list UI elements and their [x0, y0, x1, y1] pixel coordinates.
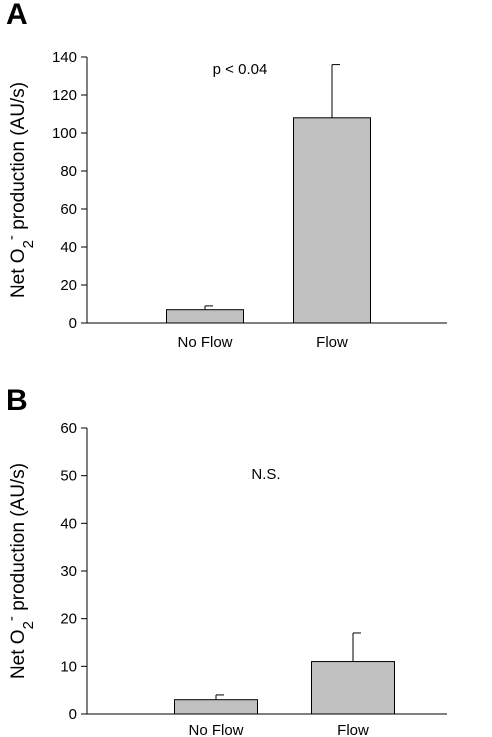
panel-a-label: A: [6, 0, 28, 31]
y-tick-label: 0: [69, 315, 77, 332]
panel-b-label: B: [6, 384, 28, 417]
chart-b-plot: 0 10 20 30 40 50 60 No Flow Flow N.S. Net O2- prod…: [3, 420, 447, 737]
y-tick-label: 20: [60, 277, 77, 294]
y-tick-label: 10: [60, 658, 77, 675]
y-tick-label: 30: [60, 563, 77, 580]
y-tick-label: 50: [60, 468, 77, 485]
x-category-label: Flow: [337, 722, 369, 737]
y-tick-label: 60: [60, 420, 77, 437]
y-tick-label: 60: [60, 201, 77, 218]
y-tick-label: 20: [60, 611, 77, 628]
y-axis-label: Net O2- production (AU/s): [3, 463, 37, 679]
y-tick-label: 0: [69, 706, 77, 723]
bar-no-flow: [174, 699, 258, 715]
y-tick-label: 140: [52, 49, 77, 66]
y-axis-label: Net O2- production (AU/s): [3, 82, 37, 298]
bar-flow: [293, 117, 371, 324]
significance-annotation: p < 0.04: [213, 61, 268, 78]
x-category-label: No Flow: [177, 334, 232, 351]
y-tick-label: 120: [52, 87, 77, 104]
significance-annotation: N.S.: [251, 466, 280, 483]
x-category-label: No Flow: [188, 722, 243, 737]
x-category-label: Flow: [316, 334, 348, 351]
y-tick-label: 100: [52, 125, 77, 142]
bar-flow: [311, 661, 395, 715]
y-tick-label: 80: [60, 163, 77, 180]
chart-a-plot: 0 20 40 60 80 100 120 140 No Flow Flow p < 0.04 Net…: [3, 49, 447, 351]
y-tick-label: 40: [60, 515, 77, 532]
y-tick-label: 40: [60, 239, 77, 256]
